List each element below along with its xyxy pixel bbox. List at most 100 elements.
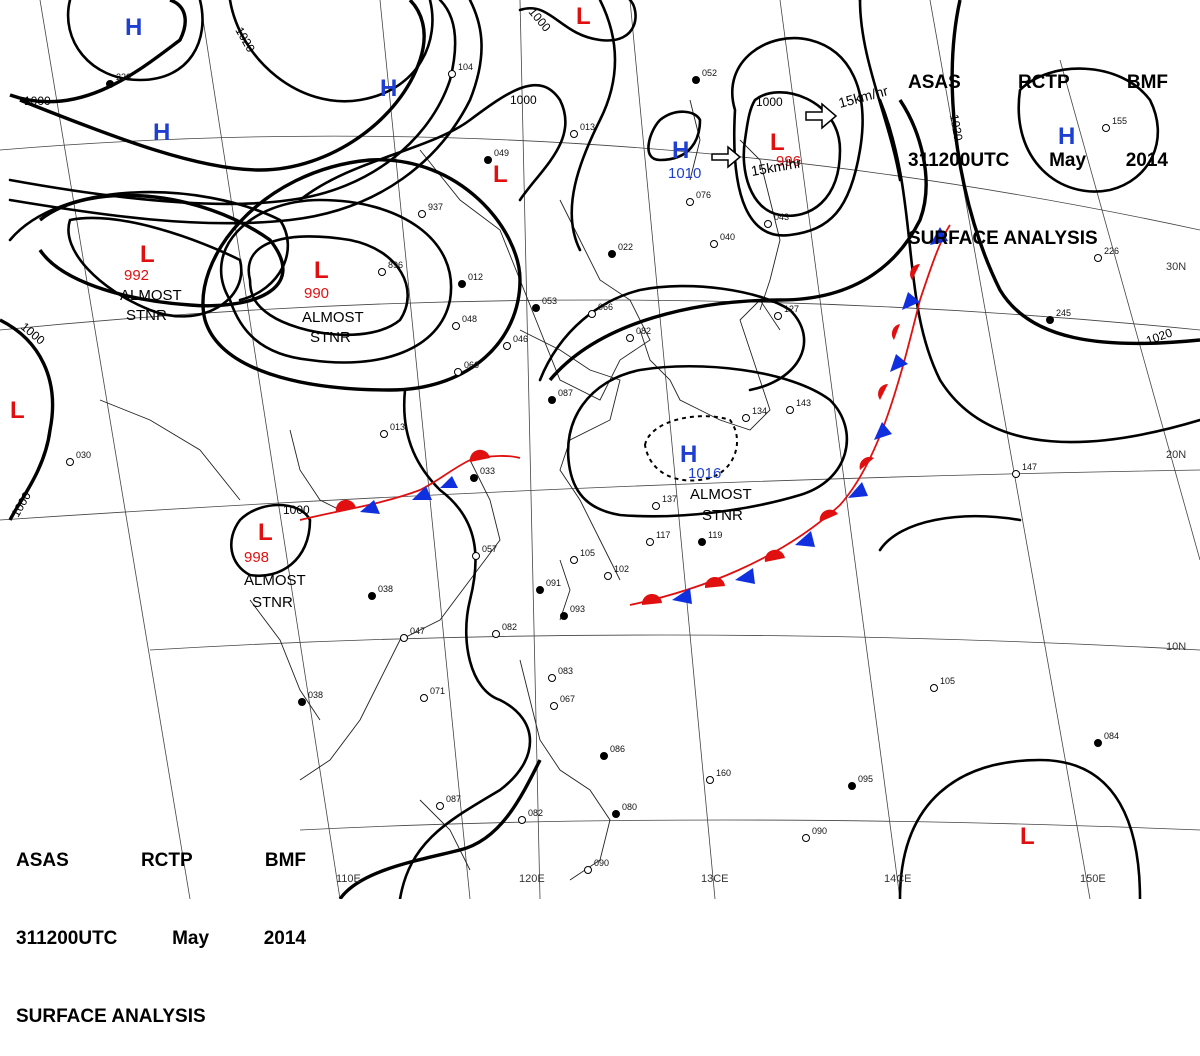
station-marker xyxy=(706,776,714,784)
station-marker xyxy=(646,538,654,546)
station-pressure-value: 137 xyxy=(662,494,677,504)
station-marker xyxy=(570,130,578,138)
header-field: May xyxy=(1049,150,1087,171)
header-field: BMF xyxy=(1126,72,1168,93)
station-pressure-value: 090 xyxy=(812,826,827,836)
station-marker xyxy=(484,156,492,164)
station-pressure-value: 047 xyxy=(410,626,425,636)
station-pressure-value: 226 xyxy=(1104,246,1119,256)
station-marker xyxy=(420,694,428,702)
station-marker xyxy=(600,752,608,760)
station-pressure-value: 134 xyxy=(752,406,767,416)
station-pressure-value: 083 xyxy=(558,666,573,676)
low-center-marker: L xyxy=(1020,823,1035,850)
station-marker xyxy=(518,816,526,824)
station-pressure-value: 022 xyxy=(618,242,633,252)
low-center-marker: L xyxy=(493,161,508,188)
station-pressure-value: 052 xyxy=(702,68,717,78)
stnr-note: ALMOST xyxy=(302,309,364,326)
stnr-note: STNR xyxy=(702,507,743,524)
station-pressure-value: 076 xyxy=(696,190,711,200)
latitude-label: 30N xyxy=(1166,261,1186,273)
low-center-marker: L xyxy=(770,129,785,156)
station-marker xyxy=(1046,316,1054,324)
station-marker xyxy=(774,312,782,320)
station-pressure-value: 067 xyxy=(560,694,575,704)
chart-header-top-right: ASAS RCTP BMF 311200UTC May 2014 SURFACE ANA… xyxy=(908,18,1168,278)
station-marker xyxy=(560,612,568,620)
station-marker xyxy=(503,342,511,350)
station-marker xyxy=(742,414,750,422)
isobars xyxy=(0,0,1200,899)
low-center-marker: L xyxy=(576,3,591,30)
latitude-label: 20N xyxy=(1166,449,1186,461)
high-center-marker: H xyxy=(672,137,689,164)
isobar-label: 1000 xyxy=(756,95,783,109)
station-pressure-value: 119 xyxy=(708,530,722,540)
header-field: BMF xyxy=(264,850,306,871)
stnr-note: ALMOST xyxy=(690,486,752,503)
station-marker xyxy=(548,674,556,682)
station-pressure-value: 105 xyxy=(940,676,955,686)
station-pressure-value: 030 xyxy=(76,450,91,460)
station-pressure-value: 147 xyxy=(1022,462,1037,472)
station-marker xyxy=(532,304,540,312)
header-field: RCTP xyxy=(1017,72,1070,93)
header-field: SURFACE ANALYSIS xyxy=(908,228,1098,249)
station-pressure-value: 080 xyxy=(622,802,637,812)
axis-labels: 110E 120E 13CE 14CE 150E 30N 20N 10N xyxy=(336,261,1186,885)
longitude-label: 120E xyxy=(519,873,545,885)
surface-analysis-map: 1000 1020 1000 1020 1000 1000 1000 1020 … xyxy=(0,0,1200,899)
station-marker xyxy=(66,458,74,466)
stationary-notes: ALMOST STNR ALMOST STNR ALMOST STNR ALMO… xyxy=(120,287,752,611)
high-center-marker: H xyxy=(153,119,170,146)
low-center-marker: L xyxy=(314,257,329,284)
station-pressure-value: 057 xyxy=(482,544,497,554)
header-field: RCTP xyxy=(140,850,193,871)
low-center-marker: L xyxy=(258,519,273,546)
station-marker xyxy=(930,684,938,692)
isobar-label: 1000 xyxy=(283,503,310,517)
station-marker xyxy=(1094,739,1102,747)
station-pressure-value: 937 xyxy=(428,202,443,212)
station-marker xyxy=(368,592,376,600)
station-pressure-value: 082 xyxy=(636,326,651,336)
station-marker xyxy=(106,80,114,88)
station-pressure-value: 093 xyxy=(570,604,585,614)
station-pressure-value: 102 xyxy=(614,564,629,574)
station-pressure-value: 090 xyxy=(594,858,609,868)
station-marker xyxy=(686,198,694,206)
station-marker xyxy=(626,334,634,342)
front-east xyxy=(629,224,951,606)
station-marker xyxy=(802,834,810,842)
station-pressure-value: 043 xyxy=(774,212,789,222)
station-marker xyxy=(548,396,556,404)
station-pressure-value: 066 xyxy=(598,302,613,312)
stnr-note: STNR xyxy=(126,307,167,324)
latitude-label: 10N xyxy=(1166,641,1186,653)
station-marker xyxy=(472,552,480,560)
low-center-pressure: 996 xyxy=(776,153,801,170)
high-center-marker: H xyxy=(1058,123,1075,150)
low-center-pressure: 998 xyxy=(244,549,269,566)
stnr-note: ALMOST xyxy=(120,287,182,304)
stnr-note: STNR xyxy=(310,329,351,346)
station-pressure-value: 049 xyxy=(494,148,509,158)
header-field: 311200UTC xyxy=(908,150,1010,171)
station-marker xyxy=(604,572,612,580)
station-marker xyxy=(588,310,596,318)
station-marker xyxy=(400,634,408,642)
station-marker xyxy=(458,280,466,288)
station-pressure-value: 087 xyxy=(446,794,461,804)
station-pressure-value: 087 xyxy=(558,388,573,398)
station-marker xyxy=(1102,124,1110,132)
station-pressure-value: 012 xyxy=(468,272,483,282)
coastlines xyxy=(99,99,781,881)
low-center-marker: L xyxy=(10,397,25,424)
station-marker xyxy=(536,586,544,594)
high-center-marker: H xyxy=(125,14,142,41)
station-marker xyxy=(652,502,660,510)
low-center-pressure: 992 xyxy=(124,267,149,284)
station-pressure-value: 117 xyxy=(656,530,670,540)
station-marker xyxy=(452,322,460,330)
